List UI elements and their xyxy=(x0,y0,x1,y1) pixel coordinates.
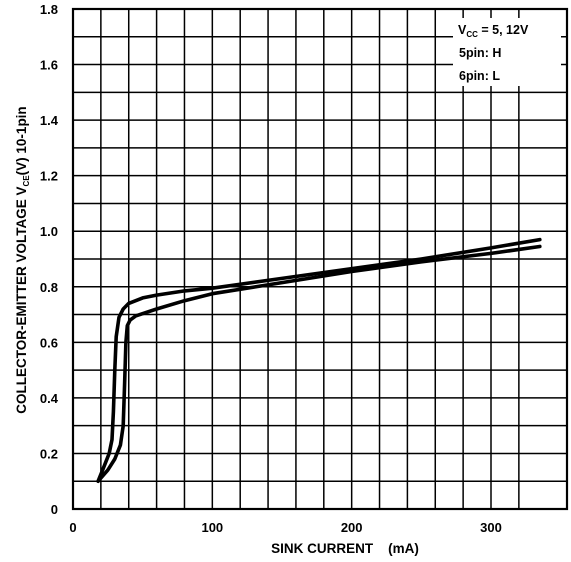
y-tick-label: 0.8 xyxy=(40,280,58,295)
y-tick-label: 1.2 xyxy=(40,169,58,184)
y-axis-title: COLLECTOR-EMITTER VOLTAGE VCE(V) 10-1pin xyxy=(14,106,31,413)
x-axis-title: SINK CURRENT (mA) xyxy=(271,541,419,556)
annotation-6pin: 6pin: L xyxy=(459,69,500,83)
tick-labels: 0 0.2 0.4 0.6 0.8 1.0 1.2 1.4 1.6 1.8 0 100 200 300 xyxy=(40,2,502,535)
annotation-vcc: VCC = 5, 12V xyxy=(458,23,529,39)
annotation-5pin: 5pin: H xyxy=(459,46,501,60)
y-tick-label: 0.2 xyxy=(40,446,58,461)
legend-annotation: VCC = 5, 12V 5pin: H 6pin: L xyxy=(458,23,529,83)
x-tick-label: 200 xyxy=(341,520,363,535)
y-tick-label: 0 xyxy=(51,502,58,517)
y-tick-label: 0.4 xyxy=(40,391,59,406)
y-tick-label: 1.8 xyxy=(40,2,58,17)
plot-frame xyxy=(71,7,569,511)
y-tick-label: 1.6 xyxy=(40,58,58,73)
y-tick-label: 1.0 xyxy=(40,224,58,239)
series-layer xyxy=(96,237,542,484)
annotation-background xyxy=(453,18,561,86)
y-tick-label: 1.4 xyxy=(40,113,59,128)
x-tick-label: 300 xyxy=(480,520,502,535)
series-line-2 xyxy=(96,244,542,484)
grid xyxy=(73,9,567,509)
y-tick-label: 0.6 xyxy=(40,335,58,350)
series-line-1 xyxy=(96,237,542,484)
x-tick-label: 0 xyxy=(69,520,76,535)
x-tick-label: 100 xyxy=(201,520,223,535)
